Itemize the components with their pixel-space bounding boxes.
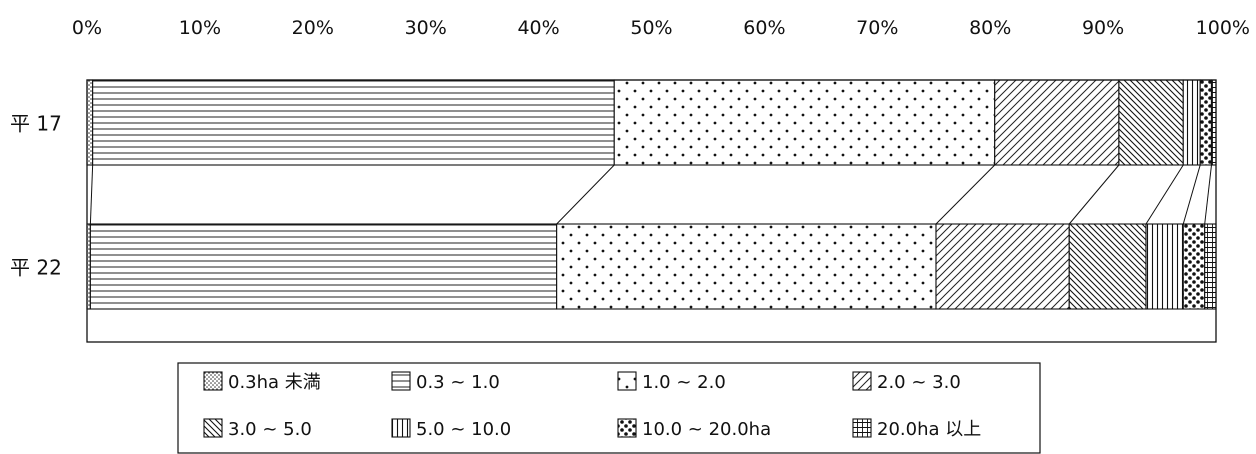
bar-segment [1199, 79, 1213, 166]
bar-segment [1118, 79, 1184, 166]
legend-label: 10.0 ~ 20.0ha [642, 419, 771, 440]
bar-segment [935, 223, 1070, 310]
x-tick-label: 0% [72, 17, 102, 39]
legend-swatch [203, 418, 223, 438]
x-tick-label: 90% [1082, 17, 1124, 39]
legend-swatch [617, 418, 637, 438]
legend-label: 20.0ha 以上 [877, 419, 981, 440]
bar-segment [613, 79, 996, 166]
x-tick-label: 60% [743, 17, 785, 39]
legend-label: 3.0 ~ 5.0 [228, 419, 312, 440]
bar-segment [1068, 223, 1147, 310]
x-tick-label: 70% [856, 17, 898, 39]
x-tick-label: 100% [1196, 17, 1250, 39]
bar-segment [1145, 223, 1184, 310]
bar-segments [86, 79, 1217, 310]
x-tick-label: 80% [969, 17, 1011, 39]
bar-segment [92, 79, 615, 166]
connector-line [89, 164, 94, 225]
connector-line [1068, 164, 1120, 225]
category-label: 平 22 [10, 256, 62, 280]
legend-label: 0.3 ~ 1.0 [416, 372, 500, 393]
bar-segment [1210, 79, 1217, 166]
plot-frame [86, 79, 1217, 343]
legend-swatch [617, 371, 637, 391]
connector-line [1145, 164, 1184, 225]
bar-segment [994, 79, 1120, 166]
connector-line [935, 164, 996, 225]
bar-segment [556, 223, 937, 310]
category-labels: 平 17 平 22 [10, 112, 62, 280]
x-tick-label: 10% [179, 17, 221, 39]
legend-swatch [391, 418, 411, 438]
legend-label: 1.0 ~ 2.0 [642, 372, 726, 393]
legend-swatch [852, 371, 872, 391]
x-axis-tick-labels: 0% 10% 20% 30% 40% 50% 60% 70% 80% 90% 100% [72, 17, 1250, 39]
legend-frame [177, 362, 1041, 454]
x-tick-label: 30% [405, 17, 447, 39]
legend: 0.3ha 未満 0.3 ~ 1.0 1.0 ~ 2.0 2.0 ~ 3.0 3.0 ~… [177, 362, 1041, 454]
bar-segment [1204, 223, 1217, 310]
bar-segment [1182, 223, 1206, 310]
legend-swatch [852, 418, 872, 438]
x-tick-label: 20% [292, 17, 334, 39]
bar-segment [1182, 79, 1201, 166]
connector-line [1182, 164, 1201, 225]
connector-line [556, 164, 615, 225]
legend-label: 0.3ha 未満 [228, 372, 321, 393]
x-tick-label: 50% [630, 17, 672, 39]
x-tick-label: 40% [517, 17, 559, 39]
connector-lines [89, 164, 1212, 225]
legend-swatch [391, 371, 411, 391]
legend-label: 5.0 ~ 10.0 [416, 419, 511, 440]
bar-segment [89, 223, 558, 310]
connector-line [1204, 164, 1212, 225]
category-label: 平 17 [10, 112, 62, 136]
legend-label: 2.0 ~ 3.0 [877, 372, 961, 393]
bar-segment [86, 79, 94, 166]
legend-swatch [203, 371, 223, 391]
